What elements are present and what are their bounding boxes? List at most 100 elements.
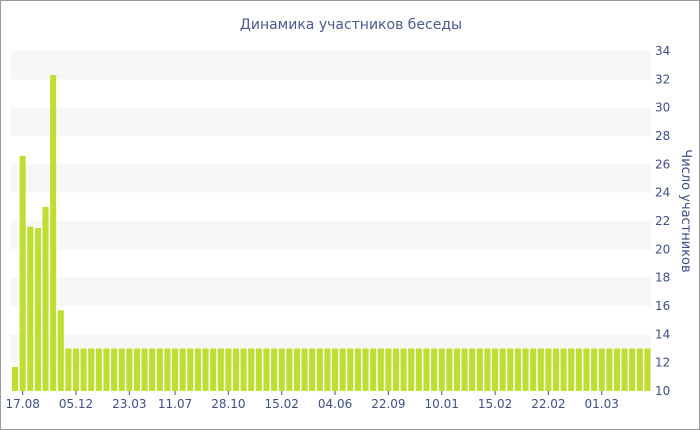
bar xyxy=(301,348,308,391)
bar xyxy=(537,348,544,391)
bar xyxy=(545,348,552,391)
y-tick-label: 34 xyxy=(655,44,670,58)
bar xyxy=(202,348,209,391)
bar xyxy=(172,348,179,391)
grid-band xyxy=(11,107,651,136)
grid-band xyxy=(11,221,651,250)
bar xyxy=(522,348,529,391)
bar xyxy=(423,348,430,391)
bar xyxy=(88,348,95,391)
y-tick-label: 30 xyxy=(655,101,670,115)
bar xyxy=(156,348,163,391)
bar xyxy=(606,348,613,391)
bar xyxy=(507,348,514,391)
bar xyxy=(217,348,224,391)
bar xyxy=(141,348,148,391)
y-tick-label: 32 xyxy=(655,72,670,86)
bar xyxy=(629,348,636,391)
x-tick-label: 22.02 xyxy=(531,397,565,411)
x-tick-label: 01.03 xyxy=(585,397,619,411)
bar xyxy=(111,348,118,391)
bar xyxy=(271,348,278,391)
x-tick-label: 04.06 xyxy=(318,397,352,411)
bar xyxy=(95,348,102,391)
x-tick-label: 10.01 xyxy=(425,397,459,411)
bar xyxy=(453,348,460,391)
x-tick-label: 15.02 xyxy=(478,397,512,411)
bar xyxy=(492,348,499,391)
bar xyxy=(27,226,34,391)
x-tick-label: 15.02 xyxy=(265,397,299,411)
bar xyxy=(57,310,64,391)
bar xyxy=(210,348,217,391)
bar xyxy=(469,348,476,391)
y-tick-label: 24 xyxy=(655,186,670,200)
y-tick-label: 14 xyxy=(655,327,670,341)
bar xyxy=(530,348,537,391)
x-axis-ticks: 17.08 05.12 23.03 11.07 28.10 15.02 04.06 22.09… xyxy=(5,391,619,411)
bar xyxy=(12,366,19,391)
bar xyxy=(316,348,323,391)
bar xyxy=(499,348,506,391)
bar xyxy=(255,348,262,391)
bar xyxy=(385,348,392,391)
y-tick-label: 20 xyxy=(655,242,670,256)
bar xyxy=(621,348,628,391)
grid-bands xyxy=(11,51,651,363)
bar xyxy=(354,348,361,391)
bar xyxy=(431,348,438,391)
bar xyxy=(438,348,445,391)
bar xyxy=(232,348,240,391)
y-tick-label: 28 xyxy=(655,129,670,143)
bar xyxy=(225,348,232,391)
bar xyxy=(560,348,567,391)
bar xyxy=(179,348,186,391)
bar xyxy=(552,348,560,391)
bar xyxy=(72,348,80,391)
bar xyxy=(613,348,620,391)
bar xyxy=(644,348,651,391)
bar xyxy=(461,348,468,391)
bar xyxy=(392,348,400,391)
bar xyxy=(42,206,49,391)
bar xyxy=(568,348,575,391)
bar xyxy=(484,348,491,391)
bar xyxy=(400,348,407,391)
grid-band xyxy=(11,277,651,306)
bar xyxy=(80,348,87,391)
bar xyxy=(19,155,26,391)
bar xyxy=(50,75,57,391)
bar xyxy=(362,348,369,391)
bar xyxy=(583,348,590,391)
bar xyxy=(446,348,453,391)
bar xyxy=(347,348,354,391)
bar xyxy=(164,348,171,391)
bar xyxy=(133,348,140,391)
x-tick-label: 11.07 xyxy=(158,397,192,411)
bar xyxy=(65,348,72,391)
bar xyxy=(591,348,598,391)
bar xyxy=(187,348,194,391)
bar xyxy=(598,348,605,391)
bar xyxy=(248,348,255,391)
y-tick-label: 26 xyxy=(655,157,670,171)
y-tick-label: 12 xyxy=(655,356,670,370)
bar xyxy=(240,348,247,391)
x-tick-label: 23.03 xyxy=(112,397,146,411)
x-tick-label: 05.12 xyxy=(59,397,93,411)
bars xyxy=(12,75,651,391)
bar xyxy=(118,348,125,391)
bar xyxy=(575,348,582,391)
bar xyxy=(332,348,339,391)
bar xyxy=(126,348,133,391)
bar xyxy=(293,348,300,391)
chart-title: Динамика участников беседы xyxy=(240,17,462,33)
bar xyxy=(309,348,316,391)
y-axis-label: Число участников xyxy=(678,149,693,272)
grid-band xyxy=(11,334,651,363)
x-tick-label: 22.09 xyxy=(371,397,405,411)
y-axis-ticks: 10 12 14 16 18 20 22 24 26 28 30 32 34 xyxy=(655,44,670,398)
bar xyxy=(408,348,415,391)
